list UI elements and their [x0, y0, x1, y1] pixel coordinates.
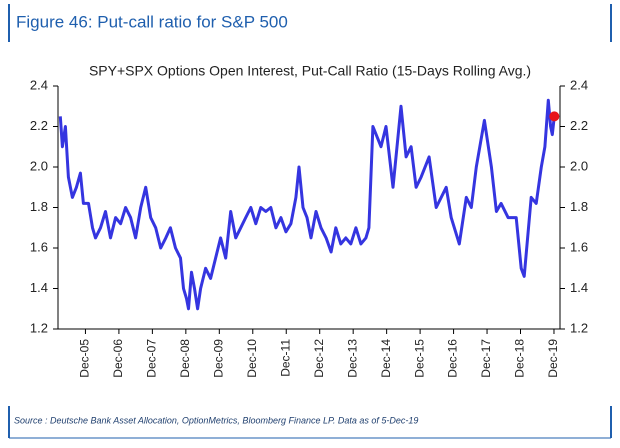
source-note: Source : Deutsche Bank Asset Allocation,…	[14, 415, 418, 425]
x-tick-label: Dec-19	[546, 339, 560, 378]
y-tick-label-right: 2.2	[570, 118, 588, 133]
y-tick-label-right: 1.6	[570, 239, 588, 254]
figure-title: Figure 46: Put-call ratio for S&P 500	[16, 12, 288, 31]
x-tick-label: Dec-16	[446, 339, 460, 378]
plot-area: 1.2 1.2 1.4 1.4 1.6 1.6 1.8 1.8 2.0 2.0 2.2 2.2 2.4 2…	[30, 77, 588, 377]
x-tick-label: Dec-09	[211, 339, 225, 378]
latest-point	[549, 111, 560, 122]
x-tick-label: Dec-15	[412, 339, 426, 378]
y-tick-label-right: 1.8	[570, 199, 588, 214]
x-tick-label: Dec-05	[78, 339, 92, 378]
x-tick-label: Dec-11	[278, 339, 292, 377]
chart-title: SPY+SPX Options Open Interest, Put-Call …	[89, 63, 531, 79]
x-tick-label: Dec-06	[111, 339, 125, 378]
x-tick-label: Dec-18	[513, 339, 527, 378]
y-tick-label-left: 1.8	[30, 199, 48, 214]
y-tick-label-left: 1.6	[30, 239, 48, 254]
y-tick-label-right: 1.4	[570, 280, 588, 295]
x-tick-label: Dec-13	[345, 339, 359, 378]
y-tick-label-left: 2.2	[30, 118, 48, 133]
x-tick-label: Dec-08	[178, 339, 192, 378]
y-tick-label-left: 1.4	[30, 280, 48, 295]
x-tick-label: Dec-14	[379, 339, 393, 378]
y-tick-label-left: 2.4	[30, 77, 48, 92]
x-tick-label: Dec-12	[312, 339, 326, 378]
x-tick-label: Dec-17	[479, 339, 493, 378]
y-tick-label-right: 1.2	[570, 320, 588, 335]
x-tick-label: Dec-10	[245, 339, 259, 378]
y-tick-label-right: 2.4	[570, 77, 588, 92]
series-line	[58, 98, 556, 311]
x-tick-label: Dec-07	[145, 339, 159, 378]
y-tick-label-left: 1.2	[30, 320, 48, 335]
y-tick-label-left: 2.0	[30, 158, 48, 173]
y-tick-label-right: 2.0	[570, 158, 588, 173]
